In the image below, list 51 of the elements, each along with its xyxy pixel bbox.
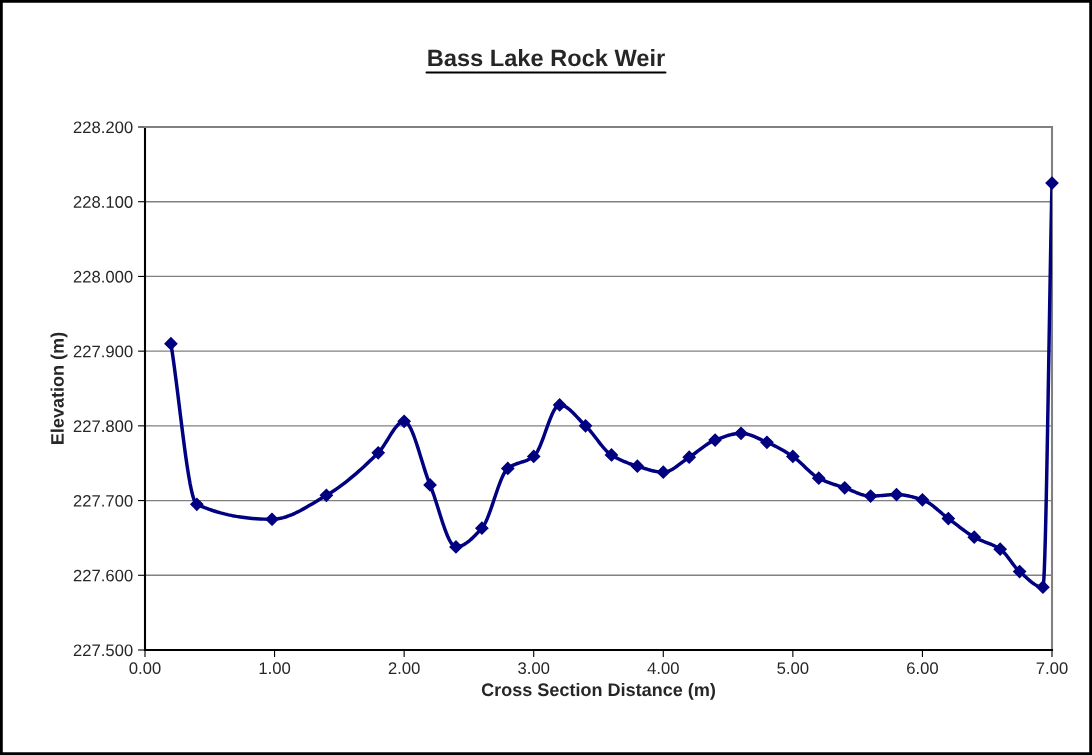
point — [812, 471, 826, 485]
x-tick-label: 0.00 — [129, 662, 161, 675]
point — [423, 478, 437, 492]
point — [760, 435, 774, 449]
point — [190, 497, 204, 511]
y-tick-label: 227.800 — [73, 420, 133, 433]
point — [915, 493, 930, 507]
point — [501, 461, 515, 476]
x-tick-label: 5.00 — [777, 662, 809, 675]
x-tick-label: 6.00 — [907, 662, 938, 675]
point — [164, 337, 178, 351]
point — [265, 512, 279, 526]
x-tick-label: 1.00 — [259, 662, 291, 675]
y-tick-label: 228.200 — [73, 121, 133, 134]
point — [967, 530, 981, 544]
point — [604, 448, 619, 462]
point — [397, 414, 411, 428]
point — [319, 488, 333, 502]
point — [1013, 564, 1027, 579]
y-tick-label: 227.500 — [73, 644, 133, 657]
point — [1036, 580, 1050, 594]
y-tick-label: 228.100 — [73, 196, 133, 208]
point — [864, 489, 878, 503]
y-tick-label: 227.600 — [73, 569, 133, 582]
y-tick-label: 228.000 — [73, 270, 133, 283]
point — [786, 449, 800, 464]
point — [449, 540, 463, 554]
point — [838, 481, 852, 495]
point — [889, 488, 904, 502]
point — [553, 398, 567, 412]
point — [682, 450, 696, 464]
point — [475, 521, 489, 535]
y-tick-label: 227.900 — [73, 345, 133, 358]
point — [630, 459, 644, 473]
y-tick-label: 227.700 — [73, 494, 133, 507]
point — [1045, 176, 1059, 190]
point — [993, 542, 1007, 556]
point — [527, 449, 541, 464]
x-tick-label: 7.00 — [1036, 662, 1068, 675]
point — [371, 446, 385, 460]
x-tick-label: 3.00 — [518, 662, 550, 675]
chart-title: Bass Lake Rock Weir — [428, 49, 665, 67]
point — [734, 426, 748, 440]
point — [656, 465, 670, 479]
x-tick-label: 4.00 — [647, 662, 679, 675]
point — [578, 419, 593, 433]
x-tick-label: 2.00 — [388, 662, 420, 675]
x-axis-title: Cross Section Distance (m) — [481, 682, 715, 700]
y-axis-title: Elevation (m) — [50, 332, 68, 444]
point — [708, 433, 722, 447]
point — [941, 511, 955, 526]
